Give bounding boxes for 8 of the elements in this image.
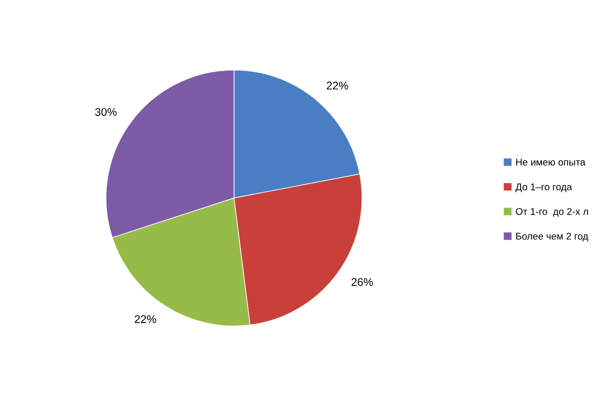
data-label: 22%: [326, 82, 348, 90]
legend-label: До 1–го года: [515, 184, 572, 192]
legend-label: От 1-го до 2-х л: [516, 208, 588, 217]
data-label: 22%: [134, 315, 156, 324]
legend-label: Более чем 2 год: [516, 232, 588, 242]
data-label: 30%: [95, 108, 117, 116]
data-label: 26%: [352, 278, 373, 286]
legend-label: Не имею опыта: [516, 158, 586, 166]
